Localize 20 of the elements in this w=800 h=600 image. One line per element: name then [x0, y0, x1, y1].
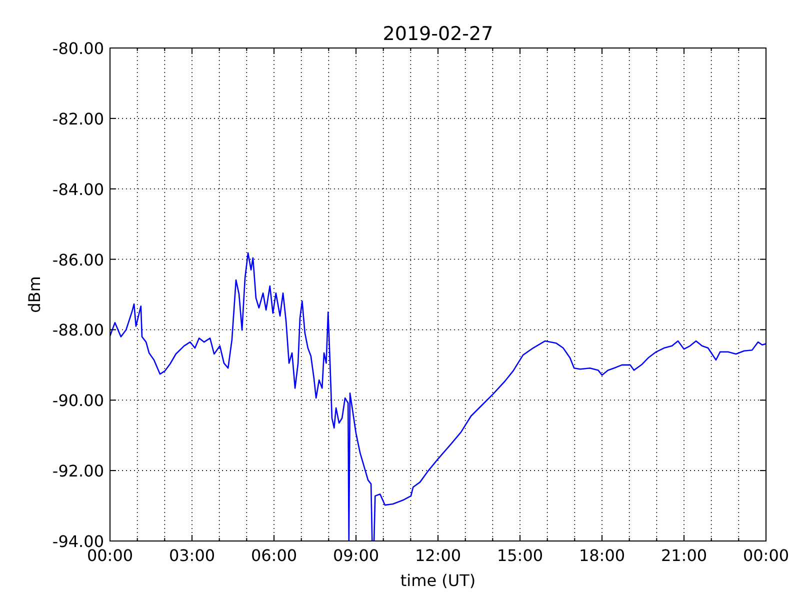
- y-tick-label: -84.00: [52, 180, 104, 199]
- y-tick-label: -80.00: [52, 39, 104, 58]
- y-tick-label: -92.00: [52, 462, 104, 481]
- x-tick-label: 00:00: [86, 546, 134, 565]
- chart-title: 2019-02-27: [382, 23, 494, 45]
- x-tick-label: 21:00: [660, 546, 708, 565]
- x-tick-label: 06:00: [250, 546, 298, 565]
- x-axis-title: time (UT): [400, 571, 476, 590]
- x-tick-label: 12:00: [414, 546, 462, 565]
- x-tick-label: 18:00: [578, 546, 626, 565]
- x-tick-label: 03:00: [168, 546, 216, 565]
- y-axis-title: dBm: [25, 276, 44, 313]
- y-tick-label: -90.00: [52, 391, 104, 410]
- x-tick-label: 15:00: [496, 546, 544, 565]
- x-tick-label: 00:00: [742, 546, 790, 565]
- x-tick-label: 09:00: [332, 546, 380, 565]
- y-tick-label: -88.00: [52, 320, 104, 340]
- line-series: [110, 252, 766, 541]
- y-tick-label: -86.00: [52, 250, 104, 270]
- y-tick-label: -82.00: [52, 109, 104, 128]
